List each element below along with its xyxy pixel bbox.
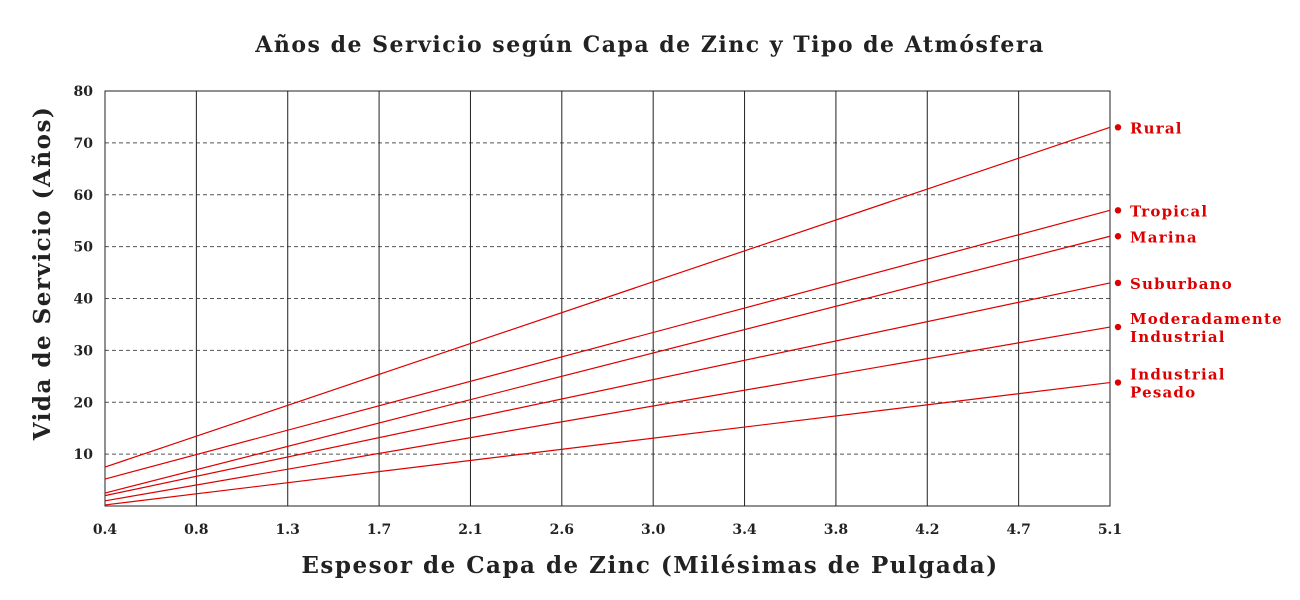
series-end-marker <box>1114 233 1122 240</box>
x-tick-label: 3.8 <box>824 522 848 538</box>
x-tick-label: 4.2 <box>915 522 939 538</box>
series-end-marker <box>1114 279 1122 287</box>
x-tick-label: 0.8 <box>184 522 208 538</box>
x-tick-label: 1.3 <box>276 522 300 538</box>
series-end-marker <box>1114 124 1122 131</box>
x-tick-label: 2.1 <box>458 522 482 538</box>
y-tick-label: 30 <box>74 343 94 359</box>
y-tick-label: 40 <box>74 292 94 308</box>
y-tick-label: 50 <box>74 240 94 256</box>
series-lines <box>104 124 1122 506</box>
y-tick-label: 10 <box>74 447 94 463</box>
series-end-marker <box>1114 323 1122 331</box>
series-end-marker <box>1114 379 1122 386</box>
series-label: Tropical <box>1130 202 1208 220</box>
series-label: Rural <box>1130 119 1183 137</box>
x-tick-label: 5.1 <box>1098 522 1122 538</box>
series-labels: Rural Tropical Marina Suburbano Moderadament… <box>1130 119 1283 402</box>
series-label: Industrial <box>1130 366 1226 384</box>
grid <box>105 91 1110 506</box>
x-tick-label: 2.6 <box>550 522 574 538</box>
series-label: Pesado <box>1130 384 1196 402</box>
x-axis-label: Espesor de Capa de Zinc (Milésimas de Pu… <box>301 552 998 579</box>
y-tick-label: 20 <box>74 395 94 411</box>
series-line <box>104 282 1111 497</box>
series-label: Suburbano <box>1130 275 1233 293</box>
series-line <box>104 381 1111 506</box>
y-tick-label: 80 <box>74 84 94 100</box>
y-tick-label: 70 <box>74 136 94 152</box>
x-tick-label: 1.7 <box>367 522 391 538</box>
x-tick-label: 4.7 <box>1006 522 1030 538</box>
series-label: Marina <box>1130 228 1198 246</box>
series-end-marker <box>1114 207 1122 214</box>
chart-title: Años de Servicio según Capa de Zinc y Ti… <box>254 32 1044 58</box>
axes: 0.4 0.8 1.3 1.7 2.1 2.6 3.0 3.4 3.8 4.2 4.7 5.1 10 20… <box>74 84 1123 538</box>
series-line <box>104 235 1111 494</box>
x-tick-label: 3.4 <box>732 522 757 538</box>
y-tick-label: 60 <box>74 188 94 204</box>
series-label: Industrial <box>1130 328 1226 346</box>
series-line <box>104 326 1111 502</box>
series-line <box>104 209 1111 480</box>
y-axis-label: Vida de Servicio (Años) <box>29 106 56 442</box>
plot-frame <box>104 90 1111 507</box>
series-label: Moderadamente <box>1130 310 1283 328</box>
x-tick-label: 0.4 <box>93 522 118 538</box>
series-line <box>104 126 1111 468</box>
x-tick-label: 3.0 <box>641 522 666 538</box>
